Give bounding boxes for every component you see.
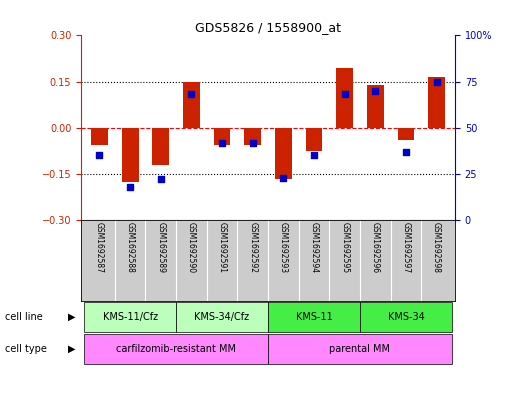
Text: GSM1692597: GSM1692597 [402,222,411,274]
Text: carfilzomib-resistant MM: carfilzomib-resistant MM [116,344,236,354]
Point [340,91,349,97]
Text: GSM1692587: GSM1692587 [95,222,104,274]
Point [248,140,257,146]
Text: KMS-11/Cfz: KMS-11/Cfz [103,312,157,322]
Text: GSM1692598: GSM1692598 [432,222,441,274]
Text: GSM1692588: GSM1692588 [126,222,134,274]
Point [402,149,410,155]
Bar [275,128,292,178]
Text: parental MM: parental MM [329,344,391,354]
Bar [84,334,268,364]
Text: GSM1692593: GSM1692593 [279,222,288,274]
Bar [360,301,452,332]
Bar [367,84,384,128]
Bar [428,77,445,128]
Bar [213,128,231,145]
Bar [244,128,261,145]
Text: KMS-34/Cfz: KMS-34/Cfz [195,312,249,322]
Text: KMS-11: KMS-11 [295,312,333,322]
Point [187,91,196,97]
Text: GSM1692589: GSM1692589 [156,222,165,274]
Text: GSM1692591: GSM1692591 [218,222,226,274]
Bar [397,128,414,140]
Point [156,176,165,183]
Bar [122,128,139,182]
Point [310,152,318,158]
Bar [176,301,268,332]
Text: GSM1692596: GSM1692596 [371,222,380,274]
Point [218,140,226,146]
Text: GSM1692592: GSM1692592 [248,222,257,274]
Text: cell line: cell line [5,312,43,322]
Text: KMS-34: KMS-34 [388,312,424,322]
Bar [152,128,169,165]
Bar [183,82,200,128]
Bar [268,301,360,332]
Point [95,152,104,158]
Text: GSM1692594: GSM1692594 [310,222,319,274]
Text: cell type: cell type [5,344,47,354]
Text: ▶: ▶ [68,344,75,354]
Point [126,184,134,190]
Bar [91,128,108,145]
Text: GSM1692590: GSM1692590 [187,222,196,274]
Title: GDS5826 / 1558900_at: GDS5826 / 1558900_at [195,21,341,34]
Bar [305,128,323,151]
Point [433,79,441,85]
Point [371,88,380,94]
Text: GSM1692595: GSM1692595 [340,222,349,274]
Text: ▶: ▶ [68,312,75,322]
Bar [336,68,353,128]
Bar [268,334,452,364]
Bar [84,301,176,332]
Point [279,174,288,181]
